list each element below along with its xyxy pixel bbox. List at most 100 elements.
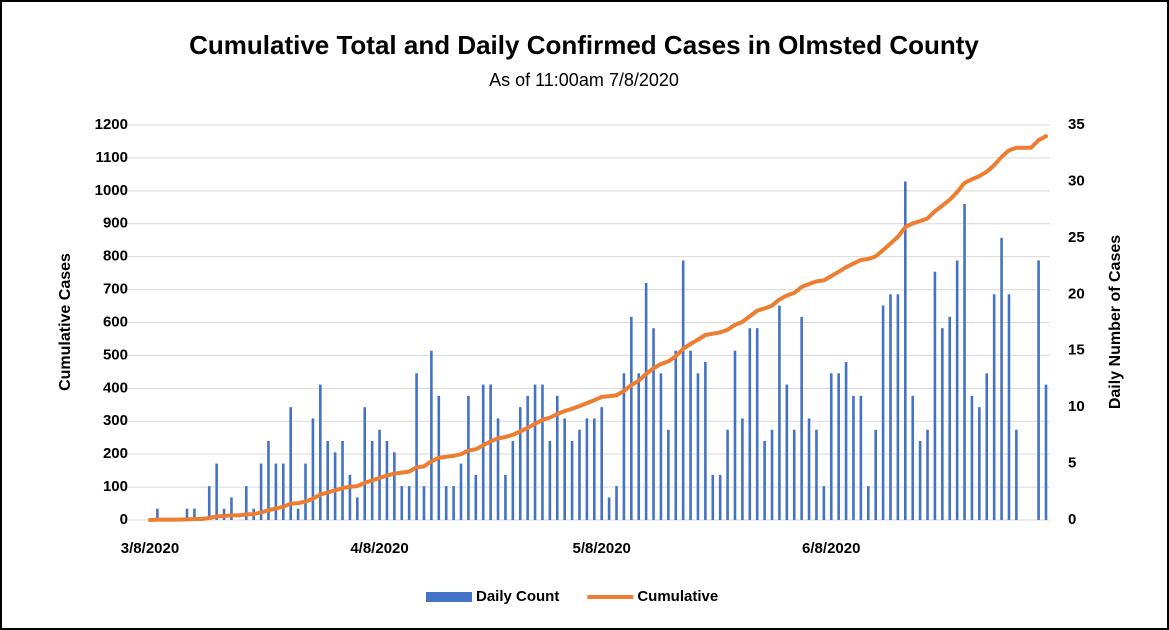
bar: [415, 373, 418, 520]
y-tick-label: 700: [103, 281, 128, 298]
bar: [755, 328, 759, 520]
bar: [518, 407, 522, 520]
y-tick-label: 100: [103, 478, 128, 495]
y-tick-label: 300: [103, 412, 128, 429]
bar: [644, 283, 648, 520]
y-tick-label: 1000: [95, 182, 128, 199]
bar: [652, 328, 655, 520]
bar: [393, 452, 396, 520]
bar: [326, 441, 330, 520]
bar: [489, 384, 492, 520]
bar: [526, 395, 529, 520]
bar: [348, 474, 352, 520]
bar: [874, 429, 877, 520]
bar: [548, 441, 552, 520]
chart-title: Cumulative Total and Daily Confirmed Cas…: [189, 30, 979, 60]
bar: [511, 441, 515, 520]
bar: [578, 429, 581, 520]
x-tick-label: 5/8/2020: [573, 540, 631, 557]
y2-tick-label: 5: [1068, 455, 1076, 472]
bar: [933, 271, 937, 520]
bar: [156, 508, 159, 520]
y-tick-label: 400: [103, 379, 128, 396]
bar: [230, 497, 233, 520]
x-tick-label: 4/8/2020: [350, 540, 408, 557]
y2-tick-label: 35: [1068, 116, 1085, 133]
legend-label: Cumulative: [637, 588, 718, 605]
bar: [955, 260, 959, 520]
y-tick-label: 200: [103, 445, 128, 462]
y-tick-label: 0: [120, 511, 128, 528]
x-tick-label: 6/8/2020: [802, 540, 860, 557]
bar: [296, 508, 300, 520]
bar: [607, 497, 611, 520]
y-tick-label: 1100: [95, 149, 128, 166]
bar: [467, 395, 470, 520]
bar: [474, 474, 478, 520]
bar: [193, 508, 196, 520]
bar: [711, 474, 715, 520]
bar: [289, 407, 292, 520]
bar: [311, 418, 315, 520]
y2-tick-label: 30: [1068, 172, 1085, 189]
bar: [992, 294, 996, 520]
bar: [733, 350, 737, 520]
bar: [889, 294, 892, 520]
y2-tick-label: 10: [1068, 398, 1085, 415]
y-tick-label: 600: [103, 313, 128, 330]
bar: [622, 373, 626, 520]
bar: [978, 407, 981, 520]
bar: [911, 395, 915, 520]
bar: [800, 316, 803, 520]
bar: [304, 463, 307, 520]
bar: [541, 384, 544, 520]
bar: [430, 350, 433, 520]
bar: [385, 441, 389, 520]
bar: [496, 418, 500, 520]
bar: [452, 486, 455, 520]
bar: [689, 350, 692, 520]
bar: [941, 328, 944, 520]
bar: [319, 384, 322, 520]
bar: [985, 373, 989, 520]
bar: [481, 384, 485, 520]
bar: [570, 441, 574, 520]
bar: [378, 429, 381, 520]
bar: [748, 328, 752, 520]
bar: [770, 429, 774, 520]
y-tick-label: 1200: [95, 116, 128, 133]
bar: [1037, 260, 1040, 520]
y2-tick-label: 20: [1068, 285, 1085, 302]
y-tick-label: 800: [103, 248, 128, 265]
bar: [267, 441, 270, 520]
bar: [400, 486, 404, 520]
bar: [926, 429, 929, 520]
bar: [600, 407, 604, 520]
bar: [837, 373, 840, 520]
bar: [815, 429, 818, 520]
chart-subtitle: As of 11:00am 7/8/2020: [489, 70, 679, 90]
bar: [763, 441, 766, 520]
bar: [674, 350, 678, 520]
bar: [555, 395, 559, 520]
bar: [741, 418, 744, 520]
bar: [363, 407, 367, 520]
line: [148, 134, 1048, 522]
bar: [859, 395, 863, 520]
bar: [1007, 294, 1011, 520]
bar: [533, 384, 537, 520]
bar: [281, 463, 285, 520]
bar: [504, 474, 507, 520]
bar: [259, 463, 263, 520]
bar: [185, 508, 189, 520]
x-tick-label: 3/8/2020: [121, 540, 179, 557]
bar: [592, 418, 596, 520]
bar: [844, 362, 848, 520]
bar: [792, 429, 796, 520]
bar: [444, 486, 448, 520]
bar: [341, 441, 344, 520]
bar: [1000, 237, 1003, 520]
legend-label: Daily Count: [476, 588, 559, 605]
bar: [637, 373, 641, 520]
